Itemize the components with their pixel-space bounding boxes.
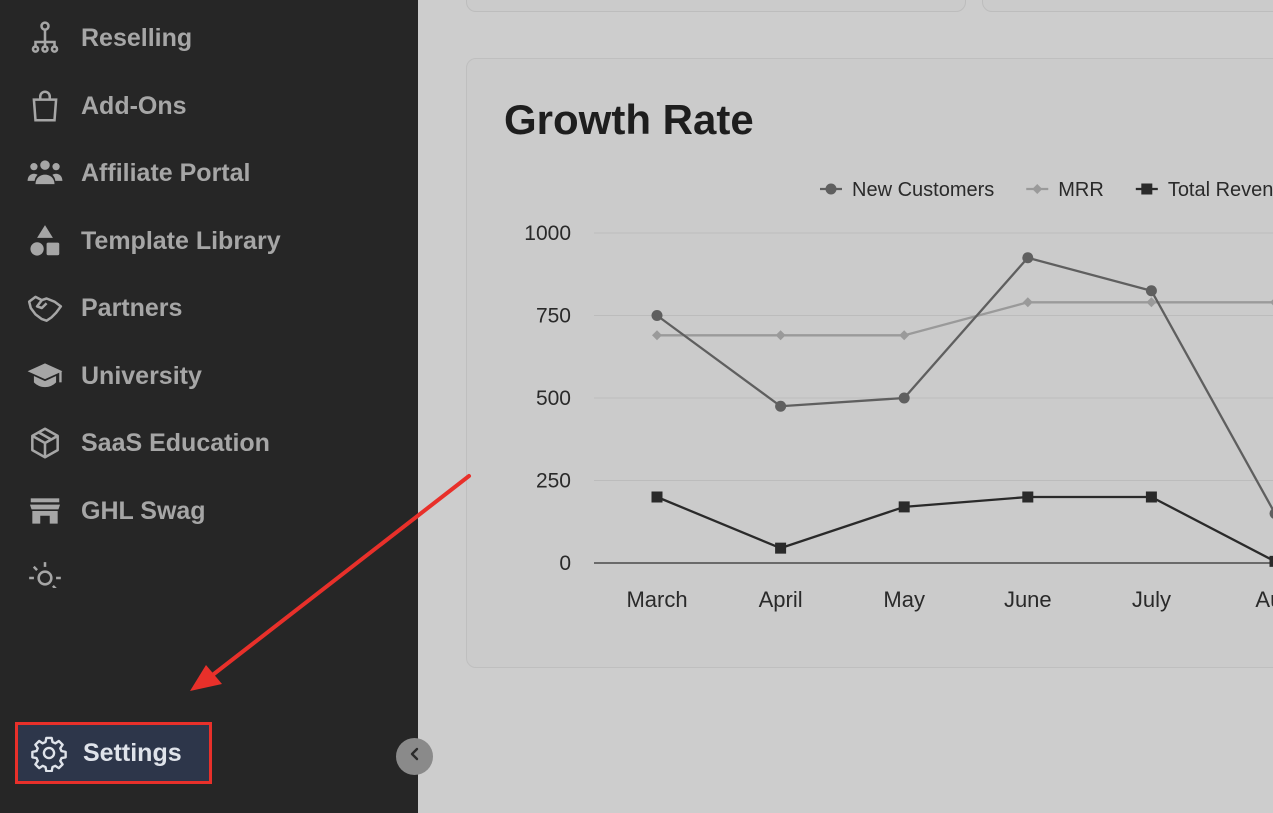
y-tick-label: 500	[536, 387, 571, 410]
settings-label: Settings	[83, 738, 182, 767]
box-icon	[26, 423, 66, 463]
users-icon	[26, 153, 66, 193]
sidebar: Reselling Add-Ons Affiliate Portal	[0, 0, 418, 813]
shopping-bag-icon	[26, 86, 66, 126]
x-tick-label: July	[1132, 587, 1171, 612]
stat-card	[466, 0, 966, 12]
data-point	[1022, 252, 1034, 264]
data-point	[898, 501, 910, 513]
chart-title: Growth Rate	[504, 96, 754, 143]
sidebar-item-ghl-swag[interactable]: GHL Swag	[26, 491, 386, 531]
legend-marker	[1032, 184, 1043, 194]
sidebar-item-label: Partners	[81, 293, 183, 322]
y-tick-label: 1000	[524, 222, 571, 245]
sidebar-item-label: Affiliate Portal	[81, 158, 251, 187]
data-point	[651, 491, 663, 503]
data-point	[1270, 299, 1273, 306]
data-point	[1145, 285, 1157, 297]
graduation-cap-icon	[26, 356, 66, 396]
series-line-total-revenue	[656, 495, 1273, 562]
sidebar-item-saas-education[interactable]: SaaS Education	[26, 423, 386, 463]
sidebar-item-label: Add-Ons	[81, 91, 187, 120]
x-tick-label: March	[626, 587, 687, 612]
collapse-sidebar-button[interactable]	[396, 738, 433, 775]
sidebar-item-template-library[interactable]: Template Library	[26, 221, 386, 261]
data-point	[651, 310, 663, 321]
data-point	[775, 330, 786, 341]
sidebar-item-add-ons[interactable]: Add-Ons	[26, 86, 386, 126]
series-line-mrr	[657, 301, 1273, 337]
x-tick-label: April	[759, 587, 803, 612]
y-tick-label: 250	[536, 470, 571, 493]
data-point	[775, 400, 787, 412]
sidebar-item-partners[interactable]: Partners	[26, 288, 386, 328]
settings-button[interactable]: Settings	[15, 722, 212, 784]
sidebar-item-affiliate-portal[interactable]: Affiliate Portal	[26, 153, 386, 193]
data-point	[898, 392, 910, 404]
legend-marker	[825, 183, 837, 195]
sun-icon	[26, 558, 66, 588]
data-point	[652, 330, 662, 341]
series-line-new-customers	[656, 256, 1273, 513]
stat-card	[982, 0, 1273, 12]
sidebar-item-label: Template Library	[81, 226, 281, 255]
legend-label: New Customers	[852, 179, 994, 201]
chevron-left-icon	[407, 746, 423, 767]
data-point	[899, 330, 910, 341]
x-tick-label: Aug	[1255, 587, 1273, 612]
store-icon	[26, 491, 66, 531]
data-point	[1022, 297, 1033, 308]
sidebar-item-university[interactable]: University	[26, 356, 386, 396]
sidebar-item-clipped[interactable]	[26, 558, 386, 588]
x-tick-label: June	[1004, 587, 1052, 612]
shapes-icon	[26, 221, 66, 261]
data-point	[775, 542, 787, 554]
growth-rate-card	[466, 58, 1273, 668]
sidebar-item-reselling[interactable]: Reselling	[26, 18, 386, 58]
sidebar-item-label: GHL Swag	[81, 496, 206, 525]
y-tick-label: 750	[536, 305, 571, 328]
x-tick-label: May	[883, 587, 925, 612]
y-tick-label: 0	[559, 552, 571, 575]
sidebar-nav: Reselling Add-Ons Affiliate Portal	[0, 0, 418, 588]
legend-marker	[1141, 183, 1153, 195]
growth-rate-chart: 0 250 500 750 1000 March April May June July Aug Ne…	[524, 179, 1273, 612]
reselling-icon	[26, 18, 66, 58]
data-point	[1146, 297, 1157, 308]
handshake-icon	[26, 288, 66, 328]
data-point	[1022, 491, 1034, 503]
data-point	[1269, 555, 1273, 567]
legend-label: MRR	[1058, 179, 1104, 201]
gear-icon	[30, 733, 70, 773]
sidebar-item-label: SaaS Education	[81, 428, 270, 457]
sidebar-item-label: Reselling	[81, 23, 193, 52]
sidebar-item-label: University	[81, 361, 202, 390]
data-point	[1145, 491, 1157, 503]
legend-label: Total Revenue	[1168, 179, 1273, 201]
data-point	[1269, 508, 1273, 519]
